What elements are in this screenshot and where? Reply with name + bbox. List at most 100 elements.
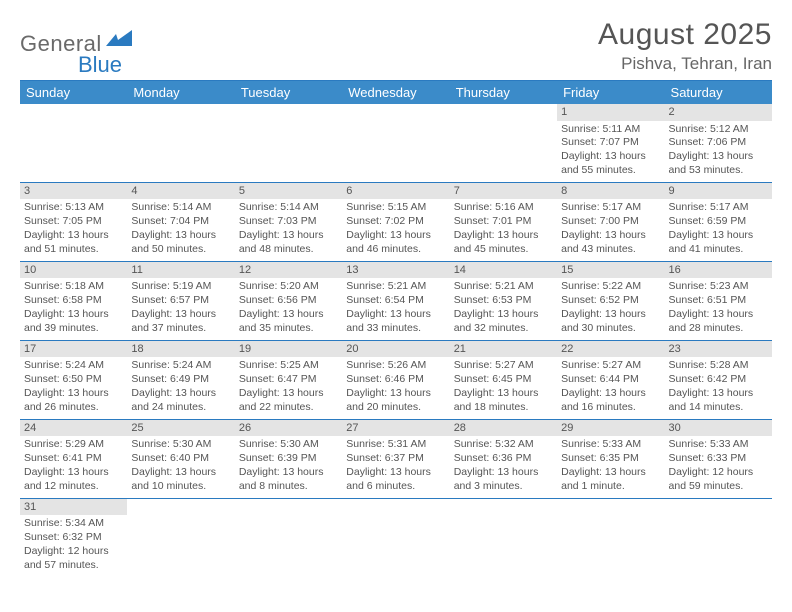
daylight-text: Daylight: 13 hours bbox=[24, 387, 123, 401]
sunrise-text: Sunrise: 5:17 AM bbox=[669, 201, 768, 215]
daylight-text: and 1 minute. bbox=[561, 480, 660, 494]
sunset-text: Sunset: 7:06 PM bbox=[669, 136, 768, 150]
daylight-text: and 45 minutes. bbox=[454, 243, 553, 257]
calendar-day-cell: 7Sunrise: 5:16 AMSunset: 7:01 PMDaylight… bbox=[450, 182, 557, 261]
sunset-text: Sunset: 6:57 PM bbox=[131, 294, 230, 308]
sunrise-text: Sunrise: 5:30 AM bbox=[131, 438, 230, 452]
calendar-day-cell: 6Sunrise: 5:15 AMSunset: 7:02 PMDaylight… bbox=[342, 182, 449, 261]
sunrise-text: Sunrise: 5:13 AM bbox=[24, 201, 123, 215]
day-number: 15 bbox=[557, 262, 664, 279]
calendar-week-row: 1Sunrise: 5:11 AMSunset: 7:07 PMDaylight… bbox=[20, 104, 772, 182]
weekday-header: Wednesday bbox=[342, 81, 449, 104]
calendar-day-cell: 21Sunrise: 5:27 AMSunset: 6:45 PMDayligh… bbox=[450, 340, 557, 419]
daylight-text: and 3 minutes. bbox=[454, 480, 553, 494]
sunset-text: Sunset: 6:50 PM bbox=[24, 373, 123, 387]
location-subtitle: Pishva, Tehran, Iran bbox=[598, 54, 772, 74]
sunset-text: Sunset: 6:51 PM bbox=[669, 294, 768, 308]
sunset-text: Sunset: 6:41 PM bbox=[24, 452, 123, 466]
calendar-day-cell bbox=[450, 104, 557, 182]
sunrise-text: Sunrise: 5:29 AM bbox=[24, 438, 123, 452]
day-number: 28 bbox=[450, 420, 557, 437]
sunset-text: Sunset: 6:37 PM bbox=[346, 452, 445, 466]
daylight-text: Daylight: 13 hours bbox=[346, 387, 445, 401]
weekday-header: Sunday bbox=[20, 81, 127, 104]
calendar-day-cell bbox=[235, 498, 342, 576]
daylight-text: and 20 minutes. bbox=[346, 401, 445, 415]
sunset-text: Sunset: 6:46 PM bbox=[346, 373, 445, 387]
daylight-text: and 28 minutes. bbox=[669, 322, 768, 336]
daylight-text: and 14 minutes. bbox=[669, 401, 768, 415]
day-number: 10 bbox=[20, 262, 127, 279]
day-number: 30 bbox=[665, 420, 772, 437]
daylight-text: Daylight: 13 hours bbox=[131, 466, 230, 480]
calendar-day-cell bbox=[20, 104, 127, 182]
daylight-text: and 6 minutes. bbox=[346, 480, 445, 494]
calendar-day-cell: 16Sunrise: 5:23 AMSunset: 6:51 PMDayligh… bbox=[665, 261, 772, 340]
daylight-text: Daylight: 13 hours bbox=[346, 466, 445, 480]
daylight-text: Daylight: 13 hours bbox=[24, 229, 123, 243]
sunrise-text: Sunrise: 5:27 AM bbox=[561, 359, 660, 373]
sunset-text: Sunset: 6:59 PM bbox=[669, 215, 768, 229]
sunset-text: Sunset: 6:33 PM bbox=[669, 452, 768, 466]
sunset-text: Sunset: 6:32 PM bbox=[24, 531, 123, 545]
calendar-day-cell: 26Sunrise: 5:30 AMSunset: 6:39 PMDayligh… bbox=[235, 419, 342, 498]
day-number: 11 bbox=[127, 262, 234, 279]
calendar-day-cell: 14Sunrise: 5:21 AMSunset: 6:53 PMDayligh… bbox=[450, 261, 557, 340]
weekday-header: Saturday bbox=[665, 81, 772, 104]
brand-mark-icon bbox=[106, 26, 132, 52]
daylight-text: Daylight: 13 hours bbox=[669, 308, 768, 322]
daylight-text: Daylight: 13 hours bbox=[454, 229, 553, 243]
daylight-text: and 43 minutes. bbox=[561, 243, 660, 257]
daylight-text: and 26 minutes. bbox=[24, 401, 123, 415]
daylight-text: and 37 minutes. bbox=[131, 322, 230, 336]
weekday-header: Friday bbox=[557, 81, 664, 104]
daylight-text: Daylight: 13 hours bbox=[454, 308, 553, 322]
calendar-day-cell bbox=[557, 498, 664, 576]
sunset-text: Sunset: 6:47 PM bbox=[239, 373, 338, 387]
title-block: August 2025 Pishva, Tehran, Iran bbox=[598, 18, 772, 74]
sunset-text: Sunset: 7:02 PM bbox=[346, 215, 445, 229]
daylight-text: and 35 minutes. bbox=[239, 322, 338, 336]
daylight-text: Daylight: 13 hours bbox=[24, 308, 123, 322]
sunset-text: Sunset: 6:54 PM bbox=[346, 294, 445, 308]
calendar-day-cell: 29Sunrise: 5:33 AMSunset: 6:35 PMDayligh… bbox=[557, 419, 664, 498]
sunrise-text: Sunrise: 5:32 AM bbox=[454, 438, 553, 452]
daylight-text: and 10 minutes. bbox=[131, 480, 230, 494]
sunrise-text: Sunrise: 5:19 AM bbox=[131, 280, 230, 294]
calendar-day-cell: 19Sunrise: 5:25 AMSunset: 6:47 PMDayligh… bbox=[235, 340, 342, 419]
calendar-day-cell: 24Sunrise: 5:29 AMSunset: 6:41 PMDayligh… bbox=[20, 419, 127, 498]
daylight-text: Daylight: 13 hours bbox=[454, 466, 553, 480]
daylight-text: Daylight: 13 hours bbox=[131, 387, 230, 401]
sunrise-text: Sunrise: 5:20 AM bbox=[239, 280, 338, 294]
calendar-day-cell: 28Sunrise: 5:32 AMSunset: 6:36 PMDayligh… bbox=[450, 419, 557, 498]
daylight-text: and 12 minutes. bbox=[24, 480, 123, 494]
sunset-text: Sunset: 6:42 PM bbox=[669, 373, 768, 387]
weekday-header: Thursday bbox=[450, 81, 557, 104]
page-title: August 2025 bbox=[598, 18, 772, 52]
calendar-week-row: 10Sunrise: 5:18 AMSunset: 6:58 PMDayligh… bbox=[20, 261, 772, 340]
day-number: 7 bbox=[450, 183, 557, 200]
calendar-day-cell: 30Sunrise: 5:33 AMSunset: 6:33 PMDayligh… bbox=[665, 419, 772, 498]
day-number: 12 bbox=[235, 262, 342, 279]
sunset-text: Sunset: 7:05 PM bbox=[24, 215, 123, 229]
sunrise-text: Sunrise: 5:17 AM bbox=[561, 201, 660, 215]
calendar-day-cell: 9Sunrise: 5:17 AMSunset: 6:59 PMDaylight… bbox=[665, 182, 772, 261]
daylight-text: Daylight: 13 hours bbox=[561, 387, 660, 401]
sunrise-text: Sunrise: 5:14 AM bbox=[131, 201, 230, 215]
day-number: 1 bbox=[557, 104, 664, 121]
day-number: 25 bbox=[127, 420, 234, 437]
day-number: 20 bbox=[342, 341, 449, 358]
sunset-text: Sunset: 6:44 PM bbox=[561, 373, 660, 387]
sunrise-text: Sunrise: 5:15 AM bbox=[346, 201, 445, 215]
weekday-header: Monday bbox=[127, 81, 234, 104]
daylight-text: Daylight: 13 hours bbox=[561, 308, 660, 322]
sunset-text: Sunset: 6:35 PM bbox=[561, 452, 660, 466]
daylight-text: Daylight: 13 hours bbox=[669, 387, 768, 401]
sunset-text: Sunset: 6:49 PM bbox=[131, 373, 230, 387]
day-number: 16 bbox=[665, 262, 772, 279]
sunrise-text: Sunrise: 5:16 AM bbox=[454, 201, 553, 215]
calendar-day-cell: 15Sunrise: 5:22 AMSunset: 6:52 PMDayligh… bbox=[557, 261, 664, 340]
calendar-table: Sunday Monday Tuesday Wednesday Thursday… bbox=[20, 81, 772, 577]
day-number: 17 bbox=[20, 341, 127, 358]
sunrise-text: Sunrise: 5:11 AM bbox=[561, 123, 660, 137]
